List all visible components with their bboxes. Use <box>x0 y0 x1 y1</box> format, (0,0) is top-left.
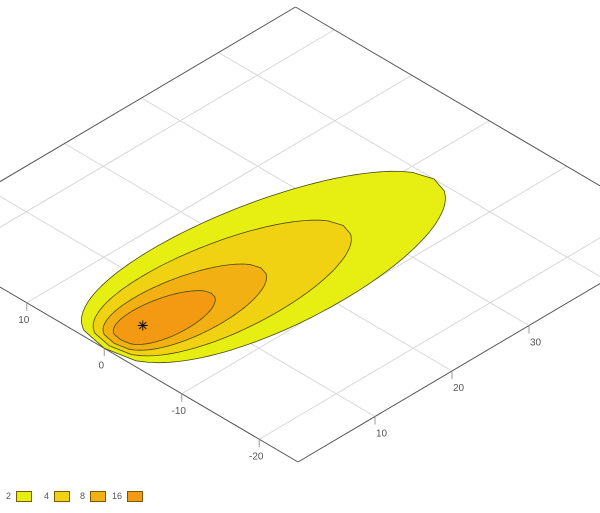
legend-label: 16 <box>112 491 123 501</box>
legend-label: 8 <box>80 491 86 501</box>
back-edge-line <box>0 6 296 183</box>
grid-line-y <box>26 74 413 304</box>
grid-line-y <box>0 29 335 228</box>
legend-swatch <box>90 490 107 502</box>
legend-label: 2 <box>6 491 12 501</box>
x-axis-line <box>297 282 600 463</box>
legend-swatch <box>127 490 144 502</box>
right-edge-line <box>295 6 600 187</box>
contour-level-16 <box>112 290 216 345</box>
grid-line-y <box>258 237 600 440</box>
legend-label: 4 <box>44 491 50 501</box>
legend-swatch <box>16 490 33 502</box>
y-tick-label: -20 <box>249 451 264 462</box>
legend-item: 16 <box>112 490 144 502</box>
y-tick-label: 10 <box>18 315 30 326</box>
legend-item: 8 <box>80 490 107 502</box>
y-tick-label: -10 <box>172 406 187 417</box>
legend-item: 4 <box>44 490 71 502</box>
x-tick-label: 30 <box>530 338 542 349</box>
peak-marker-asterisk <box>138 321 147 330</box>
x-tick-label: 10 <box>376 429 388 440</box>
x-tick-label: 20 <box>453 383 465 394</box>
legend-item: 2 <box>6 490 33 502</box>
legend-swatch <box>54 490 71 502</box>
y-tick-label: 0 <box>98 360 104 371</box>
